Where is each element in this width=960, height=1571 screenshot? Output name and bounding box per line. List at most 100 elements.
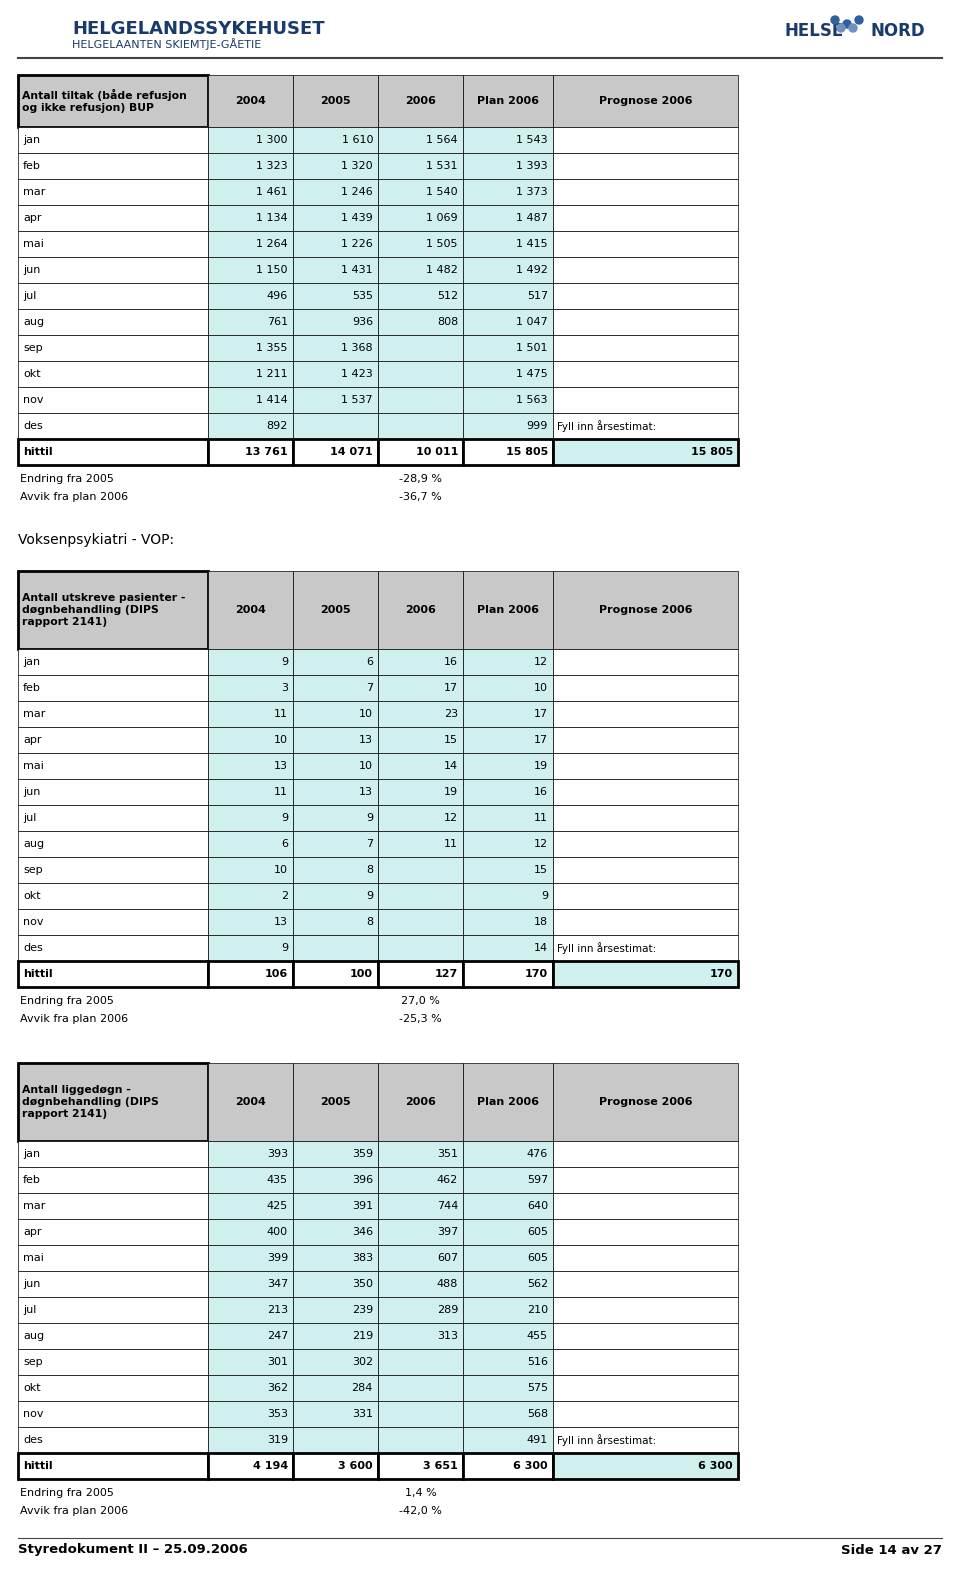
Bar: [553, 701, 738, 727]
Text: okt: okt: [23, 891, 40, 902]
Bar: [378, 753, 463, 779]
Bar: [18, 335, 208, 361]
Bar: [293, 438, 378, 465]
Bar: [293, 831, 378, 858]
Text: Styredokument II – 25.09.2006: Styredokument II – 25.09.2006: [18, 1543, 248, 1557]
Bar: [293, 1426, 378, 1453]
Bar: [293, 910, 378, 935]
Bar: [463, 204, 553, 231]
Bar: [18, 204, 208, 231]
Bar: [18, 1401, 208, 1426]
Text: 1 246: 1 246: [341, 187, 373, 196]
Bar: [18, 1167, 208, 1192]
Bar: [378, 1426, 463, 1453]
Text: -25,3 %: -25,3 %: [399, 1013, 442, 1024]
Bar: [553, 1167, 738, 1192]
Text: Side 14 av 27: Side 14 av 27: [841, 1543, 942, 1557]
Bar: [463, 883, 553, 910]
Bar: [208, 1271, 293, 1298]
Bar: [293, 961, 378, 987]
Bar: [18, 831, 208, 858]
Bar: [208, 727, 293, 753]
Bar: [208, 283, 293, 309]
Bar: [378, 935, 463, 961]
Text: HELGELANDSSYKEHUSET: HELGELANDSSYKEHUSET: [72, 20, 324, 38]
Bar: [378, 386, 463, 413]
Text: 11: 11: [274, 787, 288, 796]
Bar: [463, 753, 553, 779]
Text: Avvik fra plan 2006: Avvik fra plan 2006: [20, 1013, 128, 1024]
Text: 2004: 2004: [235, 1097, 266, 1108]
Text: Fyll inn årsestimat:: Fyll inn årsestimat:: [557, 943, 657, 954]
Text: jul: jul: [23, 1306, 36, 1315]
Bar: [18, 961, 208, 987]
Bar: [293, 1219, 378, 1244]
Bar: [463, 309, 553, 335]
Bar: [553, 179, 738, 204]
Bar: [293, 1064, 378, 1141]
Circle shape: [855, 16, 863, 24]
Text: hittil: hittil: [23, 448, 53, 457]
Bar: [463, 858, 553, 883]
Bar: [378, 961, 463, 987]
Text: 100: 100: [350, 969, 373, 979]
Bar: [208, 1349, 293, 1375]
Bar: [378, 1375, 463, 1401]
Text: 239: 239: [351, 1306, 373, 1315]
Text: apr: apr: [23, 735, 41, 745]
Text: Fyll inn årsestimat:: Fyll inn årsestimat:: [557, 1434, 657, 1445]
Text: hittil: hittil: [23, 969, 53, 979]
Text: 15 805: 15 805: [506, 448, 548, 457]
Text: 302: 302: [352, 1357, 373, 1367]
Text: 1 492: 1 492: [516, 265, 548, 275]
Bar: [18, 935, 208, 961]
Bar: [553, 1349, 738, 1375]
Bar: [208, 858, 293, 883]
Bar: [378, 258, 463, 283]
Text: 2006: 2006: [405, 1097, 436, 1108]
Text: 7: 7: [366, 839, 373, 848]
Text: 127: 127: [435, 969, 458, 979]
Text: mar: mar: [23, 187, 45, 196]
Text: des: des: [23, 421, 43, 430]
Bar: [293, 1167, 378, 1192]
Bar: [378, 570, 463, 649]
Bar: [378, 1453, 463, 1478]
Bar: [463, 649, 553, 676]
Text: jun: jun: [23, 265, 40, 275]
Bar: [208, 152, 293, 179]
Bar: [378, 1167, 463, 1192]
Bar: [208, 1375, 293, 1401]
Bar: [463, 75, 553, 127]
Text: 496: 496: [267, 291, 288, 302]
Bar: [208, 961, 293, 987]
Bar: [463, 127, 553, 152]
Bar: [293, 1323, 378, 1349]
Text: 346: 346: [352, 1227, 373, 1236]
Bar: [18, 152, 208, 179]
Text: 9: 9: [366, 891, 373, 902]
Bar: [463, 152, 553, 179]
Text: 1 501: 1 501: [516, 342, 548, 353]
Text: 210: 210: [527, 1306, 548, 1315]
Bar: [293, 335, 378, 361]
Text: 18: 18: [534, 917, 548, 927]
Text: 13: 13: [359, 735, 373, 745]
Text: 7: 7: [366, 683, 373, 693]
Bar: [293, 649, 378, 676]
Bar: [378, 1401, 463, 1426]
Bar: [553, 1426, 738, 1453]
Text: -36,7 %: -36,7 %: [399, 492, 442, 503]
Text: 16: 16: [534, 787, 548, 796]
Text: 3: 3: [281, 683, 288, 693]
Bar: [553, 1219, 738, 1244]
Text: 2005: 2005: [321, 1097, 350, 1108]
Text: 808: 808: [437, 317, 458, 327]
Text: 1 415: 1 415: [516, 239, 548, 248]
Bar: [293, 779, 378, 804]
Text: 1 264: 1 264: [256, 239, 288, 248]
Bar: [553, 910, 738, 935]
Text: feb: feb: [23, 683, 41, 693]
Bar: [18, 753, 208, 779]
Bar: [378, 361, 463, 386]
